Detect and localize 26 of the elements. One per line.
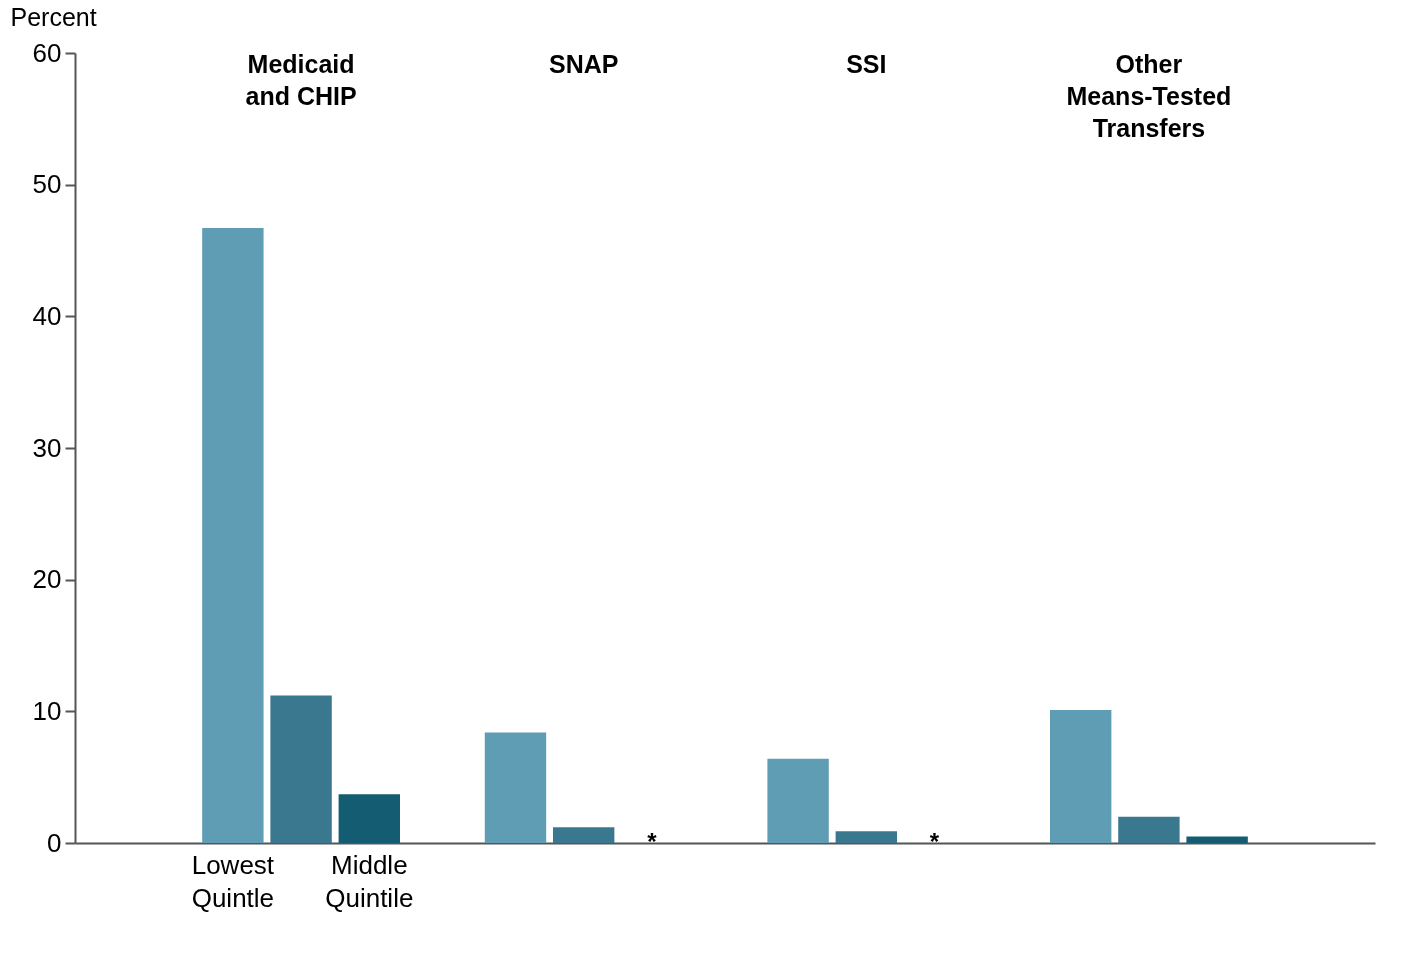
bar: [835, 831, 897, 843]
series-label: Middle Quintile: [325, 850, 414, 913]
bar: [553, 827, 615, 843]
y-axis-title: Percent: [10, 2, 97, 31]
bar: [767, 758, 829, 843]
x-tick-label: Medicaid and CHIP: [245, 50, 357, 110]
x-tick-label: Other Means-Tested Transfers: [1066, 50, 1232, 142]
x-tick-label: SSI: [846, 50, 887, 78]
y-tick-label: 60: [32, 37, 62, 68]
y-tick-label: 30: [32, 432, 62, 463]
bar: [202, 228, 264, 843]
y-tick-label: 50: [32, 169, 62, 200]
bar: [1050, 710, 1112, 843]
y-tick-label: 40: [32, 300, 62, 331]
y-tick-label: 10: [32, 695, 62, 726]
y-tick-label: 20: [32, 564, 62, 595]
text: *: [929, 828, 940, 855]
bar: [1118, 816, 1180, 843]
text: *: [647, 828, 657, 855]
bar: [1186, 836, 1248, 843]
bar: [338, 794, 400, 843]
series-label: Lowest Quintle: [191, 850, 275, 913]
bar: [484, 732, 547, 843]
y-tick-label: 0: [47, 827, 62, 858]
bar: [270, 695, 332, 843]
x-tick-label: SNAP: [548, 50, 619, 78]
